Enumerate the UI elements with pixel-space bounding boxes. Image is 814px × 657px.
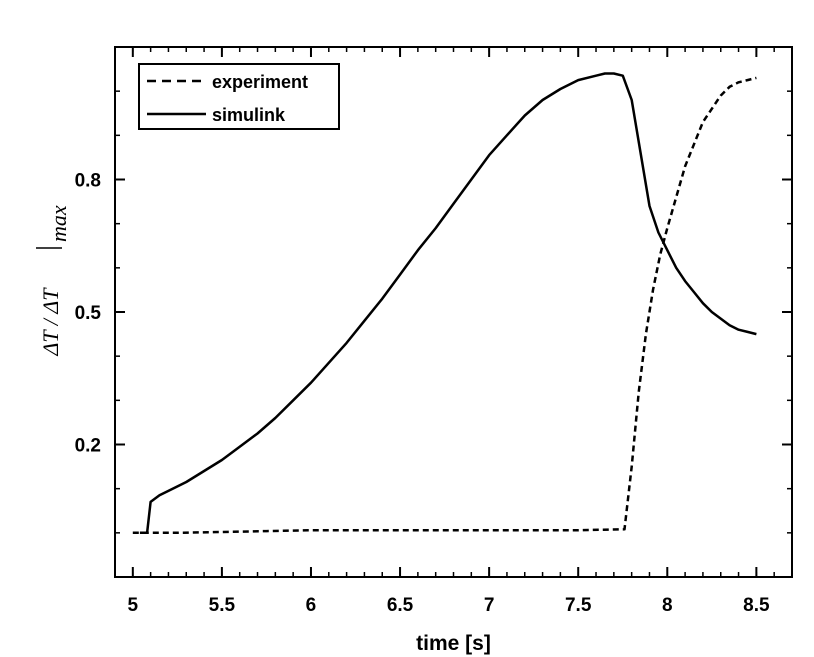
y-tick-label: 0.2: [75, 436, 101, 457]
x-tick-label: 6: [306, 595, 317, 616]
legend-label-simulink: simulink: [212, 105, 286, 125]
y-axis-label: ΔT / ΔT max: [36, 205, 71, 356]
x-axis-label: time [s]: [416, 632, 491, 655]
y-axis-label-main: ΔT / ΔT: [38, 287, 63, 357]
legend-label-experiment: experiment: [212, 72, 308, 92]
x-tick-label: 8.5: [743, 595, 770, 616]
legend: experiment simulink: [139, 64, 339, 129]
x-tick-label: 6.5: [387, 595, 414, 616]
x-tick-label: 7.5: [565, 595, 592, 616]
x-tick-label: 5: [128, 595, 139, 616]
svg-text:max: max: [46, 205, 71, 242]
x-tick-label: 8: [662, 595, 673, 616]
y-tick-label: 0.8: [75, 171, 101, 192]
y-tick-label: 0.5: [75, 303, 102, 324]
y-axis-label-subscript: max: [46, 205, 71, 242]
x-tick-label: 7: [484, 595, 495, 616]
svg-text:ΔT / ΔT: ΔT / ΔT: [38, 287, 63, 357]
x-tick-label: 5.5: [209, 595, 236, 616]
